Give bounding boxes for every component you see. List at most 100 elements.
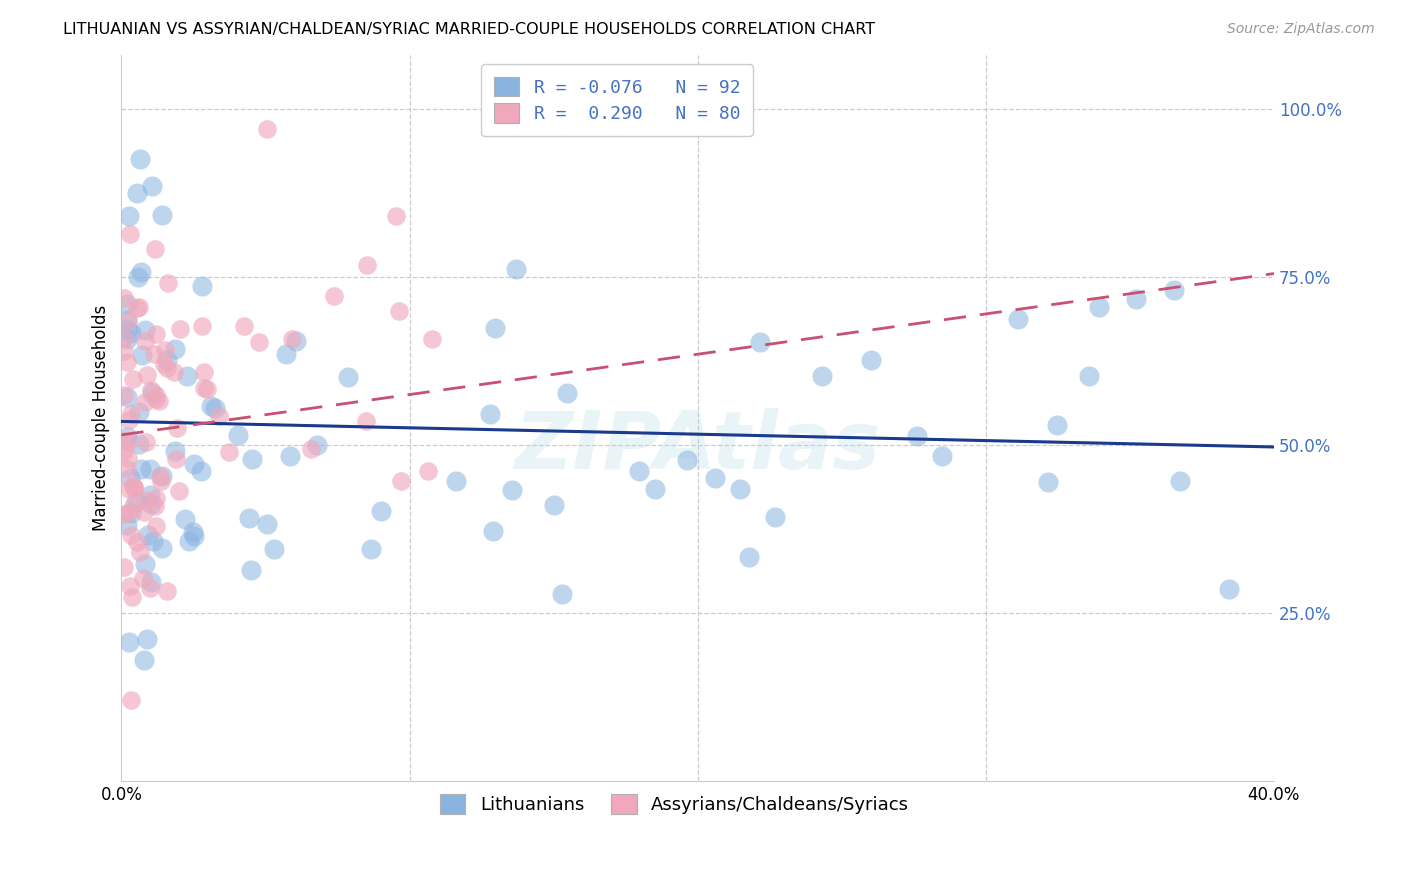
Point xyxy=(125,495,148,509)
Point xyxy=(145,500,167,514)
Point xyxy=(737,550,759,565)
Point xyxy=(173,512,195,526)
Point xyxy=(204,401,226,416)
Point xyxy=(728,482,751,496)
Point xyxy=(141,384,163,398)
Point xyxy=(385,209,408,223)
Point xyxy=(238,510,260,524)
Point xyxy=(117,435,139,450)
Point xyxy=(256,517,278,532)
Point xyxy=(765,509,787,524)
Point xyxy=(748,334,770,349)
Point xyxy=(163,365,186,379)
Point xyxy=(112,444,135,458)
Point xyxy=(117,635,139,649)
Point xyxy=(195,382,218,396)
Point xyxy=(112,331,135,345)
Point xyxy=(134,323,156,337)
Point xyxy=(150,469,173,483)
Point xyxy=(481,524,503,538)
Point xyxy=(550,587,572,601)
Point xyxy=(389,474,412,488)
Point xyxy=(115,312,138,326)
Point xyxy=(193,364,215,378)
Point xyxy=(112,508,135,522)
Point xyxy=(112,343,135,358)
Point xyxy=(322,289,344,303)
Point xyxy=(132,505,155,519)
Point xyxy=(166,421,188,435)
Point xyxy=(121,499,143,513)
Point xyxy=(117,506,139,520)
Point xyxy=(148,469,170,483)
Point xyxy=(145,491,167,505)
Point xyxy=(191,319,214,334)
Text: LITHUANIAN VS ASSYRIAN/CHALDEAN/SYRIAC MARRIED-COUPLE HOUSEHOLDS CORRELATION CHA: LITHUANIAN VS ASSYRIAN/CHALDEAN/SYRIAC M… xyxy=(63,22,876,37)
Point xyxy=(150,208,173,222)
Point xyxy=(120,579,142,593)
Point xyxy=(1125,292,1147,306)
Point xyxy=(115,517,138,532)
Point xyxy=(115,322,138,336)
Point xyxy=(124,481,146,495)
Point xyxy=(145,519,167,533)
Point xyxy=(416,464,439,478)
Point xyxy=(276,347,298,361)
Point xyxy=(811,369,834,384)
Point xyxy=(124,481,146,495)
Point xyxy=(644,482,666,496)
Point xyxy=(129,545,152,559)
Point xyxy=(132,571,155,585)
Point xyxy=(169,322,191,336)
Point xyxy=(129,461,152,475)
Point xyxy=(191,279,214,293)
Point xyxy=(356,258,378,272)
Point xyxy=(142,533,165,548)
Point xyxy=(122,478,145,492)
Point xyxy=(118,210,141,224)
Point xyxy=(627,464,650,478)
Point xyxy=(128,404,150,418)
Legend: Lithuanians, Assyrians/Chaldeans/Syriacs: Lithuanians, Assyrians/Chaldeans/Syriacs xyxy=(427,781,922,826)
Point xyxy=(179,533,201,548)
Point xyxy=(145,326,167,341)
Text: ZIPAtlas: ZIPAtlas xyxy=(515,409,880,486)
Point xyxy=(281,332,304,346)
Point xyxy=(117,451,139,466)
Point xyxy=(149,474,172,488)
Point xyxy=(127,186,149,200)
Point xyxy=(1163,283,1185,297)
Point xyxy=(139,575,162,590)
Point xyxy=(183,458,205,472)
Point xyxy=(256,122,278,136)
Point xyxy=(152,541,174,556)
Point xyxy=(285,334,308,348)
Point xyxy=(112,291,135,305)
Point xyxy=(233,319,256,334)
Point xyxy=(118,482,141,496)
Point xyxy=(247,335,270,350)
Point xyxy=(165,342,187,356)
Point xyxy=(218,445,240,459)
Point xyxy=(1038,475,1060,489)
Point xyxy=(127,301,149,315)
Point xyxy=(543,498,565,512)
Point xyxy=(120,326,142,340)
Point xyxy=(501,483,523,497)
Point xyxy=(905,429,928,443)
Point xyxy=(153,343,176,357)
Point xyxy=(112,388,135,402)
Point xyxy=(132,653,155,667)
Point xyxy=(136,368,159,382)
Point xyxy=(139,498,162,512)
Point xyxy=(240,451,263,466)
Point xyxy=(120,407,142,421)
Point xyxy=(1168,474,1191,488)
Point xyxy=(129,265,152,279)
Point xyxy=(1218,582,1240,597)
Point xyxy=(141,179,163,194)
Point xyxy=(121,506,143,520)
Point xyxy=(226,428,249,442)
Point xyxy=(165,451,187,466)
Point xyxy=(115,462,138,476)
